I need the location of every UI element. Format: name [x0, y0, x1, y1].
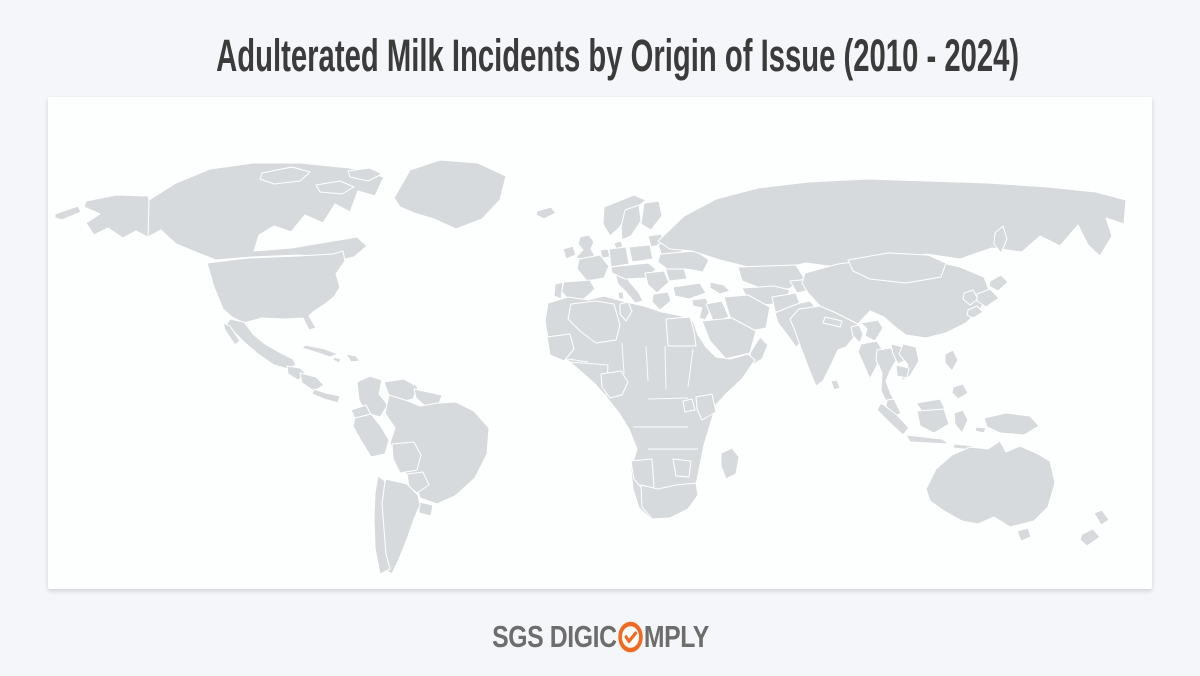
- country-usa: [206, 250, 346, 331]
- country-jamaica: [332, 356, 342, 364]
- brand-logo: SGS DIGIC MPLY: [0, 616, 1200, 658]
- country-benelux: [599, 248, 611, 259]
- country-cambodia: [895, 364, 910, 379]
- country-cuba: [301, 344, 339, 358]
- country-iran: [723, 294, 771, 333]
- country-greenland: [393, 159, 507, 230]
- country-caucasus: [709, 281, 731, 295]
- country-nepal: [822, 316, 843, 328]
- country-mexico-baja: [222, 322, 241, 346]
- country-kenya: [695, 393, 717, 421]
- country-poland: [628, 244, 654, 263]
- page-title: Adulterated Milk Incidents by Origin of …: [0, 33, 1200, 78]
- country-finland: [640, 200, 663, 231]
- country-chile: [373, 475, 391, 575]
- country-new-zealand: [1079, 528, 1101, 547]
- country-russia-sakhalin: [993, 225, 1008, 254]
- country-honduras-nicaragua: [299, 372, 325, 392]
- country-australia-tasmania: [1016, 527, 1032, 542]
- country-uganda: [682, 398, 696, 413]
- country-iraq: [705, 300, 730, 324]
- country-indonesia-sumatra: [876, 402, 910, 436]
- country-australia: [925, 440, 1056, 528]
- country-new-zealand: [1093, 509, 1110, 526]
- country-africa-other: [544, 295, 756, 521]
- country-hispaniola: [345, 353, 361, 363]
- country-zimbabwe: [672, 458, 692, 478]
- country-alaska: [83, 194, 151, 239]
- country-south-africa: [640, 482, 699, 520]
- country-ireland: [562, 245, 577, 260]
- world-map: [54, 159, 1127, 575]
- country-nigeria: [600, 370, 629, 399]
- country-france: [576, 254, 610, 282]
- country-sri-lanka: [830, 379, 841, 391]
- logo-text-right: MPLY: [643, 619, 709, 654]
- country-egypt: [665, 316, 697, 347]
- country-indonesia-java: [905, 434, 950, 445]
- map-panel: [48, 97, 1152, 589]
- country-mauritania: [546, 333, 575, 362]
- country-japan: [966, 305, 984, 319]
- country-philippines-mindanao: [951, 383, 969, 400]
- country-costa-rica-panama: [311, 388, 341, 404]
- country-indonesia-sulawesi: [953, 409, 969, 434]
- country-balkans: [644, 270, 670, 294]
- country-india-northeast: [860, 319, 884, 342]
- country-madagascar: [720, 447, 740, 480]
- country-south-korea: [962, 289, 979, 306]
- country-peru: [352, 413, 390, 458]
- country-arctic-islands: [315, 180, 355, 195]
- country-germany: [608, 246, 630, 268]
- country-arctic-islands: [259, 166, 311, 185]
- country-japan: [988, 274, 1009, 292]
- page-title-text: Adulterated Milk Incidents by Origin of …: [216, 30, 1020, 81]
- country-uruguay: [418, 501, 434, 517]
- country-iceland: [535, 206, 557, 220]
- country-indonesia-maluku: [974, 426, 987, 434]
- country-spain: [560, 279, 596, 301]
- country-arctic-islands: [347, 167, 383, 182]
- country-bolivia: [391, 441, 422, 474]
- country-sweden: [620, 204, 642, 241]
- country-kazakhstan: [737, 264, 805, 290]
- country-alaska: [54, 205, 82, 221]
- country-papua-new-guinea: [983, 412, 1040, 436]
- country-vietnam: [898, 343, 920, 382]
- country-mongolia: [847, 252, 947, 284]
- country-paraguay: [406, 471, 430, 494]
- country-portugal: [553, 281, 564, 300]
- country-greece: [651, 291, 672, 311]
- country-turkey: [672, 282, 707, 300]
- country-bangladesh: [850, 324, 864, 344]
- logo-text-left: SGS DIGIC: [491, 619, 617, 654]
- country-philippines-luzon: [944, 349, 959, 372]
- brand-logo-inner: SGS DIGIC MPLY: [492, 619, 709, 655]
- check-circle-icon: [617, 621, 643, 653]
- country-tunisia: [619, 301, 633, 322]
- country-japan: [976, 288, 1000, 308]
- country-algeria: [567, 300, 621, 344]
- country-italy-sardinia: [617, 291, 625, 300]
- country-indonesia-kalimantan: [916, 408, 950, 434]
